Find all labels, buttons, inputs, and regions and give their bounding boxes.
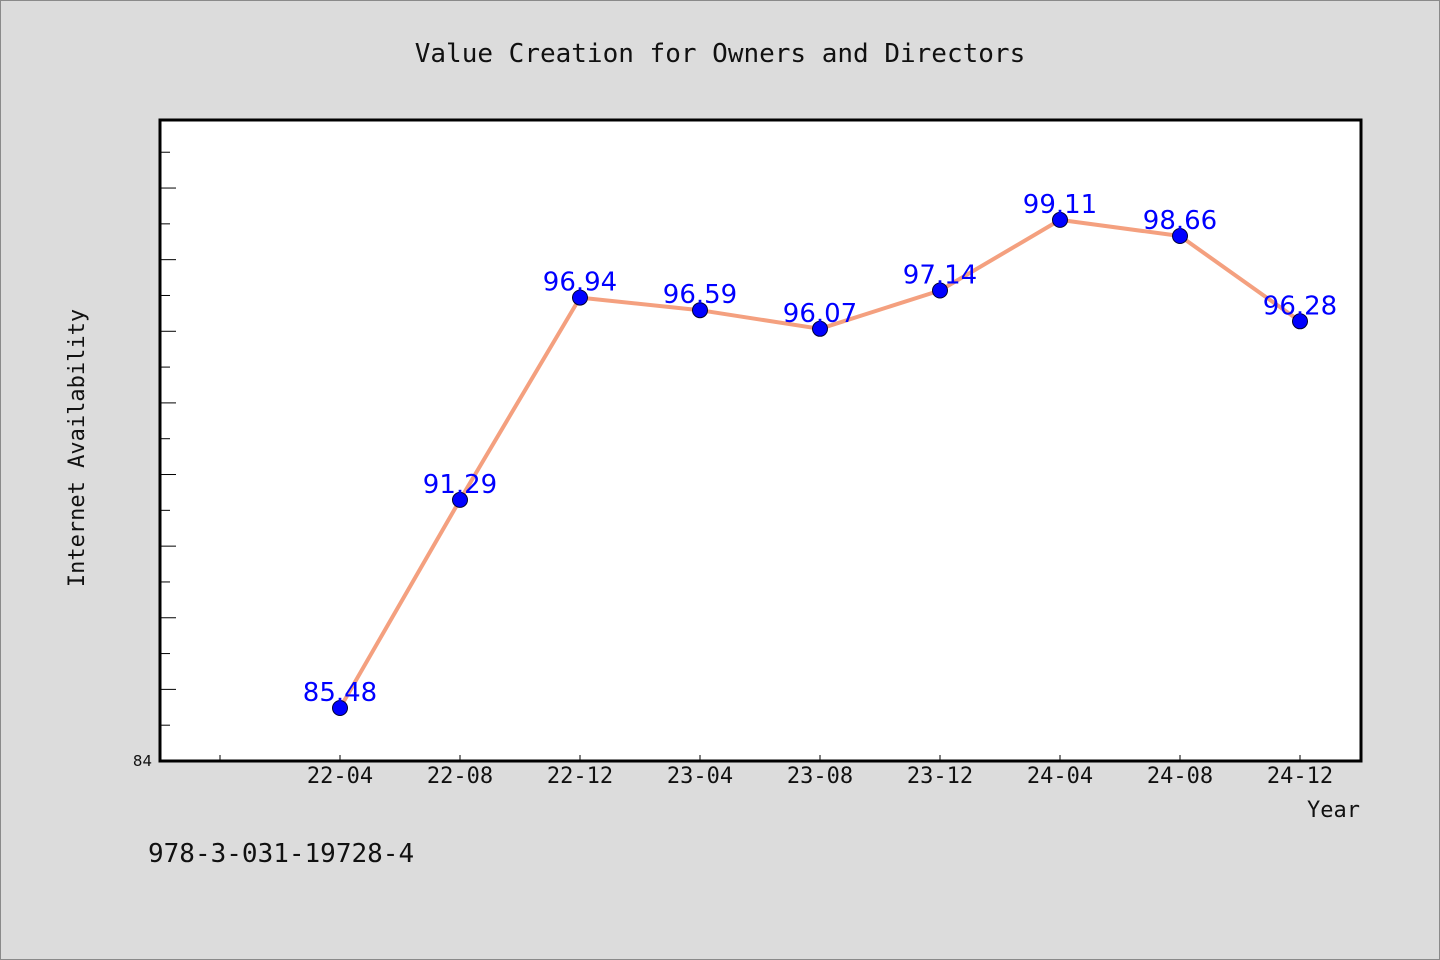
- data-point-marker: [572, 289, 588, 306]
- data-point-marker: [1052, 211, 1068, 228]
- data-label: 96.07: [783, 299, 857, 329]
- series-layer: [332, 211, 1308, 716]
- data-point-marker: [692, 302, 708, 319]
- data-point-marker: [452, 491, 468, 508]
- isbn-footer: 978-3-031-19728-4: [148, 839, 414, 869]
- data-label: 85.48: [303, 678, 377, 708]
- x-tick-label: 23-08: [787, 764, 853, 789]
- x-tick-label: 24-12: [1267, 764, 1333, 789]
- x-tick-label: 23-12: [907, 764, 973, 789]
- data-point-marker: [1172, 228, 1188, 244]
- data-label: 96.94: [543, 268, 617, 298]
- plot-area: [158, 118, 1363, 763]
- data-label: 98.66: [1143, 206, 1217, 236]
- data-label: 96.59: [663, 280, 737, 310]
- x-axis-label: Year: [1307, 798, 1360, 823]
- x-axis-ticks: 22-04 22-08 22-12 23-04 23-08 23-12 24-04 24-08…: [219, 755, 1333, 789]
- x-tick-label: 22-04: [307, 764, 373, 789]
- chart-title: Value Creation for Owners and Directors: [415, 39, 1025, 69]
- y-axis-label: Internet Availability: [65, 309, 90, 587]
- data-label-layer: 85.48 91.29 96.94 96.59 96.07 97.14 99.11 98.66…: [303, 190, 1337, 708]
- data-label: 96.28: [1263, 291, 1337, 321]
- data-point-marker: [932, 282, 948, 299]
- data-point-marker: [812, 320, 828, 337]
- data-label: 99.11: [1023, 190, 1097, 220]
- x-tick-label: 24-04: [1027, 764, 1093, 789]
- x-tick-label: 23-04: [667, 764, 733, 789]
- x-tick-label: 22-08: [427, 764, 493, 789]
- x-tick-label: 22-12: [547, 764, 613, 789]
- y-tick-label: 84: [133, 752, 152, 770]
- data-label: 97.14: [903, 261, 977, 291]
- x-tick-label: 24-08: [1147, 764, 1213, 789]
- data-point-marker: [332, 700, 348, 716]
- data-point-marker: [1292, 313, 1308, 330]
- y-axis-ticks: 84: [133, 151, 176, 770]
- data-label: 91.29: [423, 470, 497, 500]
